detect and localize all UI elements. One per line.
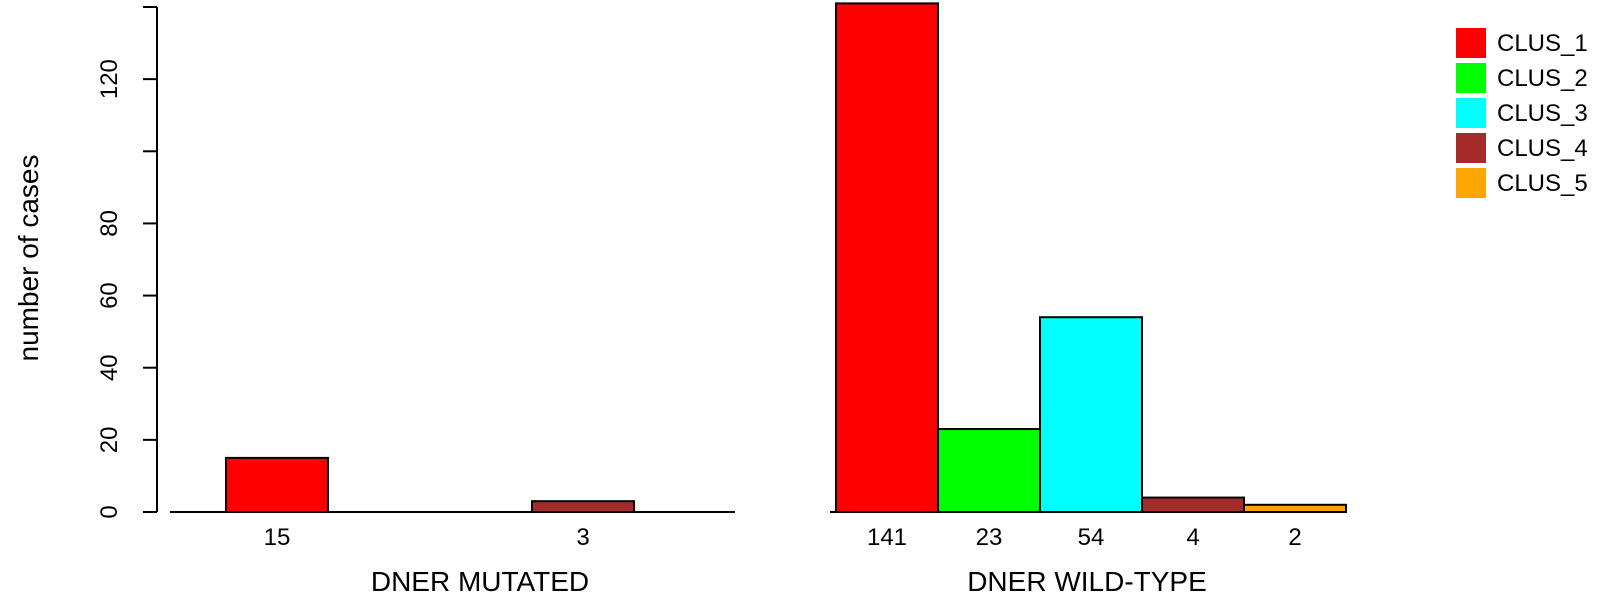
group-label-wild-type: DNER WILD-TYPE [967,566,1207,596]
legend-label: CLUS_2 [1497,65,1588,92]
bar-clus_4 [1141,496,1245,514]
legend-label: CLUS_4 [1497,135,1588,162]
legend-swatch-clus_3 [1456,98,1486,128]
panel-dner-wild-type: 141 23 54 4 2 DNER WILD-TYPE [830,2,1347,596]
legend-swatch-clus_4 [1456,133,1486,163]
y-tick-label: 60 [96,282,123,309]
bar-value-label: 3 [576,524,589,551]
bar-labels-mutated: 15 3 [264,524,590,551]
legend-label: CLUS_3 [1497,100,1588,127]
legend: CLUS_1 CLUS_2 CLUS_3 CLUS_4 CLUS_5 [1456,28,1588,198]
bar-clus_5 [1243,503,1347,513]
y-tick-label: 0 [96,505,123,518]
y-tick-label: 120 [96,59,123,99]
bar-clus_1 [835,2,939,514]
y-tick-label: 80 [96,210,123,237]
bar-value-label: 4 [1186,524,1199,551]
bars-wild-type [835,2,1347,514]
panel-dner-mutated: 15 3 DNER MUTATED [170,456,735,596]
legend-swatch-clus_1 [1456,28,1486,58]
bar-clus_2 [937,428,1041,513]
bar-value-label: 23 [976,524,1003,551]
bars-mutated [225,456,635,513]
y-tick-label: 20 [96,427,123,454]
bar-value-label: 141 [867,524,907,551]
legend-label: CLUS_5 [1497,170,1588,197]
bar-value-label: 54 [1078,524,1105,551]
bar-clus_4 [531,500,635,513]
bar-clus_3 [1039,316,1143,514]
legend-swatch-clus_2 [1456,63,1486,93]
bar-value-label: 2 [1288,524,1301,551]
bar-clus_1 [225,456,329,513]
bar-value-label: 15 [264,524,291,551]
y-axis-title: number of cases [13,155,44,362]
bar-labels-wild-type: 141 23 54 4 2 [867,524,1302,551]
y-tick-label: 40 [96,354,123,381]
group-label-mutated: DNER MUTATED [371,566,589,596]
legend-swatch-clus_5 [1456,168,1486,198]
legend-label: CLUS_1 [1497,30,1588,57]
y-axis: 0 20 40 60 80 120 [96,6,158,519]
